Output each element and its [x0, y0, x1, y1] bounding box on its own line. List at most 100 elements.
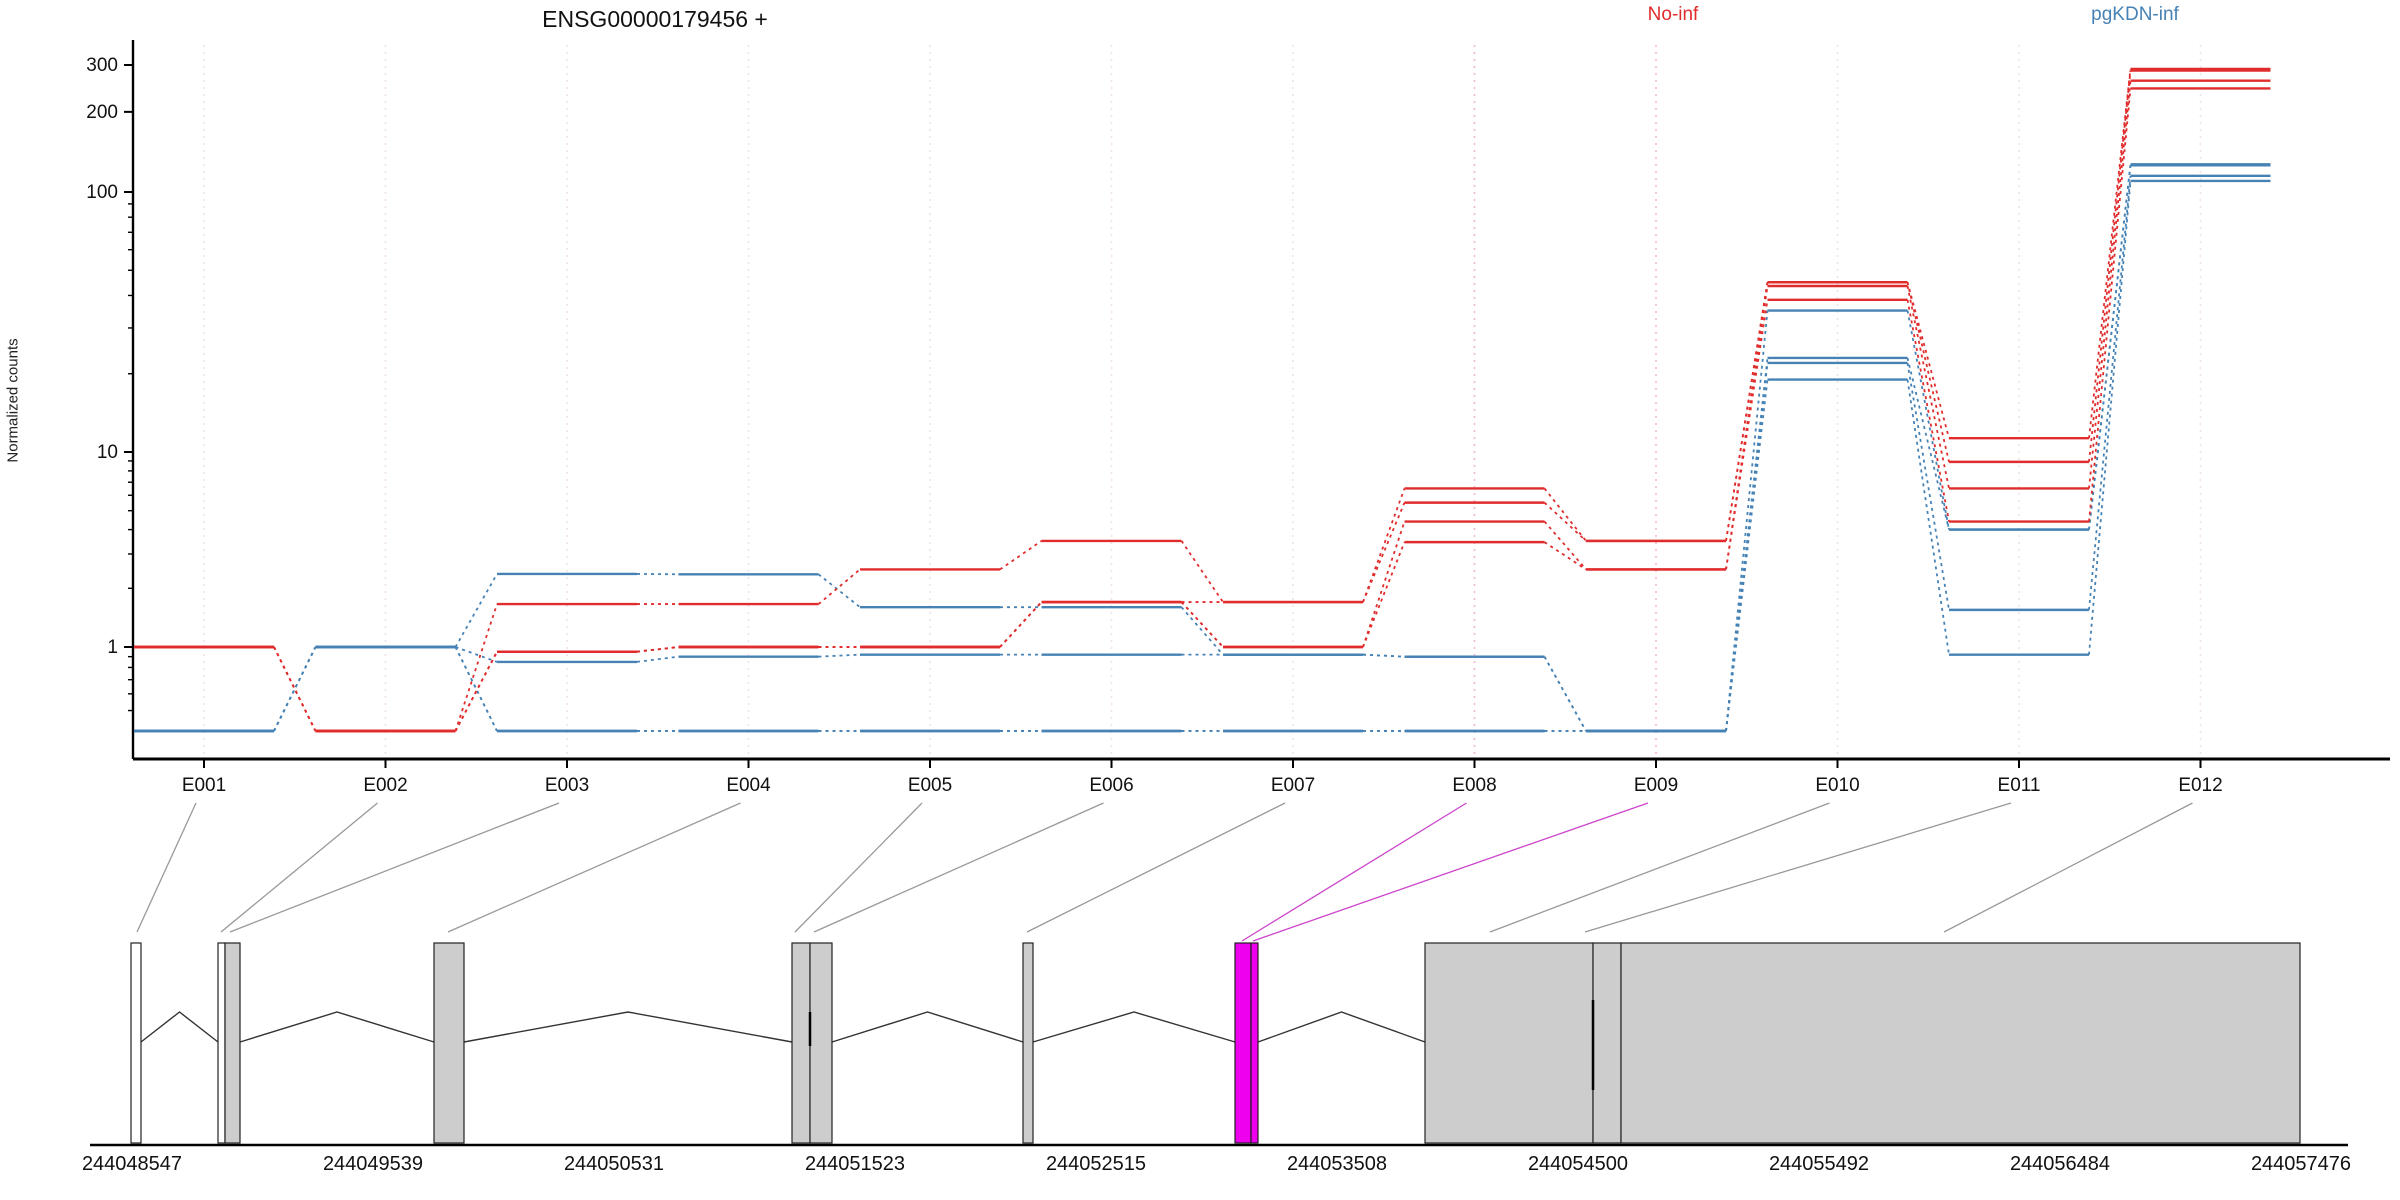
- connector-no-inf-rep1: [817, 568, 861, 605]
- connector-no-inf-rep4: [273, 646, 317, 732]
- leader-line-e007: [1026, 802, 1286, 933]
- x-tick-label-e001: E001: [182, 775, 226, 796]
- genome-coordinate-label: 244053508: [1287, 1153, 1387, 1175]
- leader-line-e009: [1252, 802, 1649, 942]
- exon-box-e005: [791, 942, 811, 1144]
- genome-coordinate-label: 244050531: [564, 1153, 664, 1175]
- intron-chevron: [463, 1011, 793, 1043]
- leader-line-e004: [447, 802, 741, 933]
- intron-chevron: [140, 1011, 219, 1043]
- connector-pgkdn-inf-rep3: [1725, 362, 1769, 732]
- connector-no-inf-rep2: [1906, 281, 1950, 463]
- page-title: ENSG00000179456 +: [542, 6, 768, 32]
- exon-box-e001: [130, 942, 142, 1144]
- connector-pgkdn-inf-rep2: [455, 646, 498, 663]
- leader-line-e003: [229, 802, 560, 933]
- intron-chevron: [239, 1011, 435, 1043]
- genome-coordinate-label: 244057476: [2251, 1153, 2351, 1175]
- genome-coordinate-label: 244051523: [805, 1153, 905, 1175]
- exon-box-e006: [809, 942, 833, 1144]
- genome-coordinate-label: 244052515: [1046, 1153, 1146, 1175]
- exon-box-e010: [1424, 942, 1594, 1144]
- genome-coordinate-label: 244055492: [1769, 1153, 1869, 1175]
- x-tick-label-e009: E009: [1634, 775, 1678, 796]
- connector-no-inf-rep4: [999, 601, 1043, 648]
- connector-no-inf-rep1: [2088, 68, 2132, 439]
- exon-box-e012: [1620, 942, 2301, 1144]
- legend-item-no-inf: No-inf: [1647, 4, 1699, 25]
- connector-no-inf-rep1: [1725, 282, 1769, 542]
- leader-line-e001: [136, 802, 197, 933]
- exon-box-e011: [1592, 942, 1622, 1144]
- connector-pgkdn-inf-rep2: [818, 653, 861, 658]
- intron-chevron: [1257, 1011, 1426, 1043]
- exon-box-e009: [1250, 942, 1259, 1144]
- connector-pgkdn-inf-rep1: [1906, 310, 1950, 530]
- exon-box-e002: [217, 942, 226, 1144]
- connector-pgkdn-inf-rep2: [1543, 656, 1587, 732]
- x-tick-label-e011: E011: [1998, 775, 2041, 796]
- connector-pgkdn-inf-rep4: [273, 646, 317, 732]
- connector-pgkdn-inf-rep4: [1725, 379, 1769, 732]
- connector-pgkdn-inf-rep2: [2088, 165, 2132, 530]
- exon-box-e003: [224, 942, 241, 1144]
- connector-no-inf-rep4: [1544, 541, 1587, 571]
- connector-no-inf-rep3: [1362, 521, 1406, 648]
- connector-pgkdn-inf-rep4: [2088, 180, 2132, 655]
- connector-no-inf-rep1: [454, 603, 498, 732]
- connector-no-inf-rep3: [1725, 285, 1769, 570]
- connector-pgkdn-inf-rep1: [817, 573, 861, 608]
- legend-item-pgkdn-inf: pgKDN-inf: [2091, 4, 2179, 25]
- connector-no-inf-rep4: [2088, 88, 2132, 522]
- connector-pgkdn-inf-rep4: [1906, 379, 1950, 655]
- y-tick-label: 200: [86, 102, 118, 123]
- connector-no-inf-rep1: [999, 540, 1043, 571]
- genome-coordinate-label: 244056484: [2010, 1153, 2110, 1175]
- x-tick-label-e010: E010: [1815, 775, 1859, 796]
- genome-coordinate-label: 244054500: [1528, 1153, 1628, 1175]
- x-tick-label-e007: E007: [1271, 775, 1315, 796]
- connector-no-inf-rep2: [1362, 502, 1406, 603]
- connector-no-inf-rep1: [1906, 281, 1950, 439]
- genome-coordinate-label: 244048547: [82, 1153, 182, 1175]
- connector-no-inf-rep1: [1543, 487, 1587, 542]
- y-tick-label: 10: [97, 442, 118, 463]
- leader-line-e012: [1943, 802, 2193, 933]
- connector-pgkdn-inf-rep1: [1180, 606, 1224, 656]
- x-tick-label-e005: E005: [908, 775, 952, 796]
- leader-line-e006: [813, 802, 1104, 933]
- connector-no-inf-rep4: [1906, 299, 1950, 522]
- leader-line-e011: [1584, 802, 2012, 933]
- connector-no-inf-rep1: [1362, 488, 1406, 603]
- exon-box-e007: [1022, 942, 1034, 1144]
- leader-line-e005: [794, 802, 923, 933]
- connector-no-inf-rep2: [2088, 70, 2132, 462]
- connector-pgkdn-inf-rep1: [454, 573, 498, 648]
- connector-pgkdn-inf-rep3: [2088, 175, 2132, 610]
- connector-no-inf-rep4: [454, 651, 498, 732]
- y-tick-label: 1: [107, 637, 118, 658]
- intron-chevron: [831, 1011, 1024, 1043]
- x-tick-label-e003: E003: [545, 775, 589, 796]
- x-tick-label-e012: E012: [2178, 775, 2222, 796]
- x-tick-label-e002: E002: [363, 775, 407, 796]
- connector-no-inf-rep4: [636, 646, 679, 653]
- exon-box-e008: [1234, 942, 1252, 1144]
- leader-line-e002: [220, 802, 378, 933]
- leader-line-e008: [1241, 802, 1467, 942]
- connector-pgkdn-inf-rep4: [454, 646, 498, 732]
- y-tick-label: 300: [86, 55, 118, 76]
- genome-coordinate-label: 244049539: [323, 1153, 423, 1175]
- connector-pgkdn-inf-rep2: [1362, 653, 1405, 658]
- exon-box-e004: [433, 942, 465, 1144]
- connector-no-inf-rep3: [2088, 80, 2132, 489]
- x-tick-label-e006: E006: [1089, 775, 1133, 796]
- connector-no-inf-rep2: [1543, 501, 1587, 542]
- connector-no-inf-rep2: [1725, 282, 1769, 542]
- connector-no-inf-rep1: [1180, 540, 1224, 603]
- x-tick-label-e008: E008: [1452, 775, 1496, 796]
- connector-no-inf-rep4: [1180, 601, 1224, 648]
- x-tick-label-e004: E004: [726, 775, 771, 796]
